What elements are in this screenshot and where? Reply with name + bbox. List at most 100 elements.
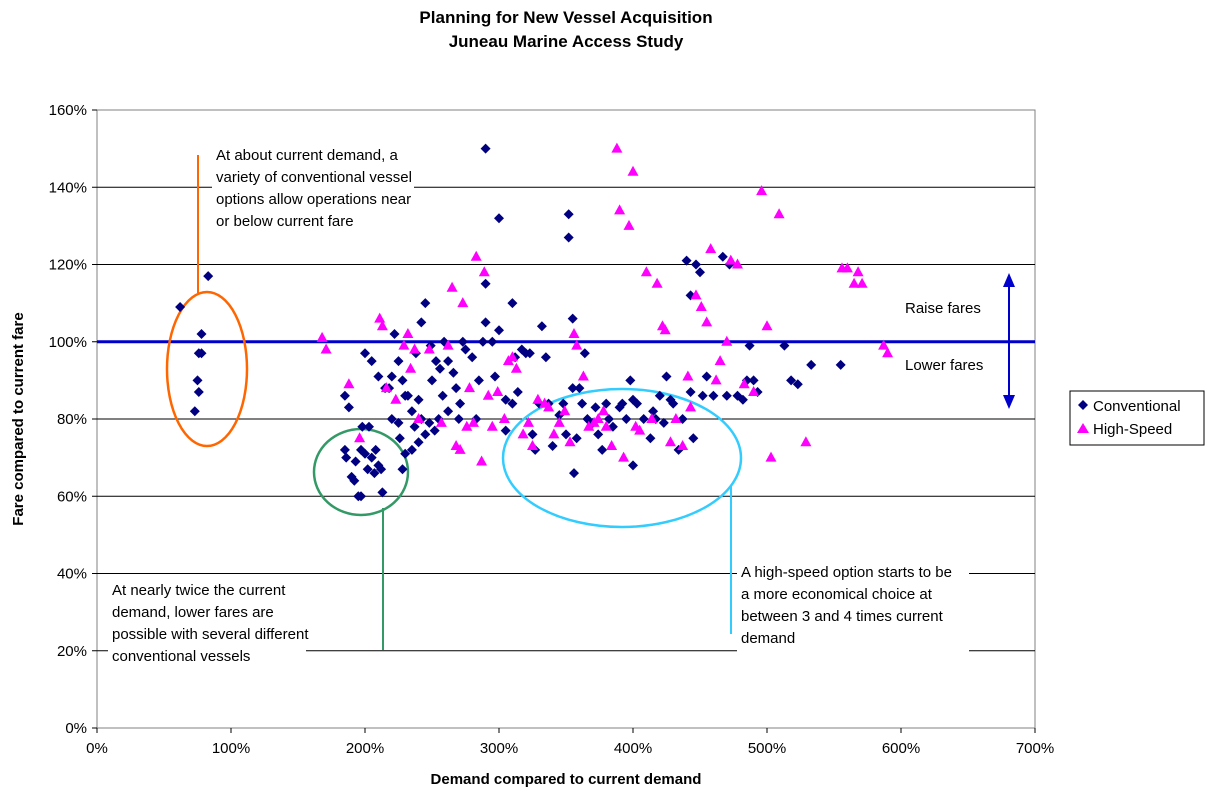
point-conventional [561, 429, 571, 440]
x-tick-label: 300% [480, 740, 518, 757]
point-high-speed [627, 165, 639, 176]
point-high-speed [640, 266, 652, 277]
y-tick-label: 100% [49, 334, 87, 351]
point-conventional [500, 425, 511, 436]
point-high-speed [446, 281, 458, 292]
point-conventional [457, 336, 468, 347]
point-high-speed [583, 420, 595, 431]
point-conventional [349, 475, 360, 486]
annot-line: possible with several different [112, 626, 309, 643]
y-tick-label: 160% [49, 102, 87, 119]
point-conventional [451, 383, 462, 394]
point-conventional [364, 421, 374, 432]
annot-line: conventional vessels [112, 648, 250, 665]
point-conventional [393, 417, 404, 428]
point-high-speed [710, 374, 722, 385]
lower-fares-label: Lower fares [905, 357, 983, 374]
point-conventional [413, 437, 424, 448]
raise-fares-label: Raise fares [905, 300, 981, 317]
annot-line: a more economical choice at [741, 586, 933, 603]
point-high-speed [848, 277, 860, 288]
point-conventional [429, 425, 440, 436]
point-conventional [567, 313, 578, 324]
point-conventional [494, 213, 504, 224]
point-high-speed [470, 250, 482, 261]
point-conventional [540, 352, 551, 363]
high-speed-annotation: A high-speed option starts to be a more … [741, 564, 952, 647]
point-conventional [547, 441, 558, 451]
point-high-speed [701, 316, 713, 327]
point-conventional [748, 375, 759, 386]
point-conventional [563, 232, 574, 243]
point-conventional [577, 398, 588, 409]
point-conventional [628, 460, 638, 471]
point-conventional [460, 344, 471, 355]
point-high-speed [506, 351, 518, 362]
point-conventional [737, 394, 748, 405]
y-tick-label: 40% [57, 566, 87, 583]
x-tick-label: 100% [212, 740, 250, 757]
x-tick-label: 700% [1016, 740, 1054, 757]
point-conventional [455, 398, 466, 409]
point-high-speed [690, 289, 702, 300]
point-high-speed [316, 331, 328, 342]
point-high-speed [665, 436, 676, 447]
point-high-speed [510, 362, 522, 373]
point-conventional [792, 379, 803, 390]
point-conventional [397, 375, 408, 386]
y-tick-label: 60% [57, 488, 87, 505]
point-conventional [701, 371, 712, 382]
x-tick-label: 400% [614, 740, 652, 757]
point-conventional [366, 452, 377, 463]
series-high-speed [316, 142, 894, 466]
point-high-speed [856, 277, 868, 288]
point-conventional [420, 298, 431, 309]
point-conventional [744, 340, 755, 351]
point-conventional [443, 356, 454, 367]
point-conventional [413, 394, 424, 405]
y-tick-label: 20% [57, 643, 87, 660]
point-conventional [473, 375, 484, 386]
point-conventional [389, 329, 400, 339]
annot-line: demand [741, 630, 795, 647]
point-conventional [400, 448, 411, 459]
point-high-speed [498, 413, 510, 423]
point-high-speed [486, 420, 498, 431]
point-high-speed [517, 428, 529, 439]
point-conventional [393, 356, 404, 367]
point-high-speed [457, 297, 469, 308]
point-conventional [661, 371, 672, 382]
point-high-speed [390, 393, 402, 404]
point-conventional [453, 414, 464, 424]
point-conventional [402, 390, 413, 401]
point-conventional [536, 321, 547, 332]
point-conventional [625, 375, 636, 386]
point-high-speed [756, 185, 768, 196]
point-high-speed [464, 382, 475, 393]
point-conventional [571, 433, 582, 444]
point-conventional [409, 421, 420, 432]
y-tick-label: 120% [49, 257, 87, 274]
point-conventional [406, 444, 417, 455]
point-high-speed [543, 401, 555, 412]
point-high-speed [376, 320, 388, 331]
point-high-speed [405, 362, 417, 373]
point-conventional [175, 302, 186, 312]
chart-title-line-2: Juneau Marine Access Study [449, 32, 684, 51]
annot-line: between 3 and 4 times current [741, 608, 944, 625]
annot-line: At nearly twice the current [112, 582, 286, 599]
point-conventional [579, 348, 590, 359]
y-tick-label: 140% [49, 179, 87, 196]
point-conventional [437, 390, 448, 401]
point-conventional [685, 387, 696, 397]
point-high-speed [714, 355, 726, 366]
annot-line: or below current fare [216, 213, 354, 230]
x-tick-label: 500% [748, 740, 786, 757]
x-tick-labels: 0% 100% 200% 300% 400% 500% 600% 700% [86, 740, 1054, 757]
point-conventional [341, 452, 352, 463]
point-high-speed [721, 335, 733, 346]
point-high-speed [374, 312, 386, 323]
x-tick-label: 600% [882, 740, 920, 757]
y-tick-label: 0% [65, 720, 87, 737]
point-high-speed [553, 416, 565, 427]
